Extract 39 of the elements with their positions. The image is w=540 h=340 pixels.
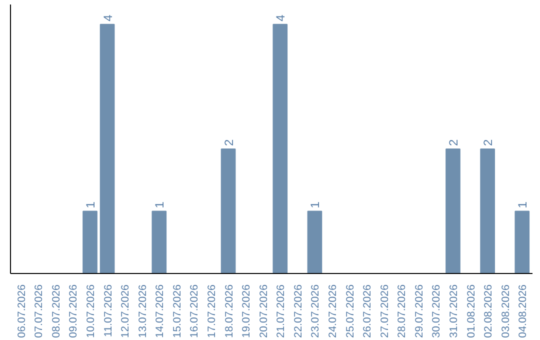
x-tick-label: 04.08.2026 xyxy=(517,284,530,338)
data-label: 4 xyxy=(274,14,288,22)
data-label: 2 xyxy=(481,138,496,146)
x-tick-label: 28.07.2026 xyxy=(396,284,408,338)
x-tick-label: 16.07.2026 xyxy=(188,284,201,338)
x-tick-label: 21.07.2026 xyxy=(275,284,288,338)
x-tick-label: 18.07.2026 xyxy=(223,284,236,338)
x-tick-label: 30.07.2026 xyxy=(430,284,443,338)
x-tick-label: 27.07.2026 xyxy=(378,284,391,338)
data-label: 1 xyxy=(84,201,98,208)
x-tick-label: 29.07.2026 xyxy=(413,284,426,338)
x-tick-label: 20.07.2026 xyxy=(258,284,270,338)
x-tick-label: 23.07.2026 xyxy=(310,284,322,338)
data-label: 1 xyxy=(152,201,167,208)
x-tick-label: 10.07.2026 xyxy=(85,284,98,338)
x-tick-label: 19.07.2026 xyxy=(240,284,253,338)
data-label: 2 xyxy=(446,138,460,146)
x-tick-label: 08.07.2026 xyxy=(50,284,62,338)
x-tick-label: 15.07.2026 xyxy=(171,284,184,338)
data-label: 4 xyxy=(100,14,115,22)
x-tick-label: 17.07.2026 xyxy=(206,284,218,338)
data-label: 1 xyxy=(516,201,530,208)
x-tick-label: 24.07.2026 xyxy=(326,284,339,338)
x-tick-label: 09.07.2026 xyxy=(68,284,80,338)
x-tick-label: 11.07.2026 xyxy=(102,284,114,338)
x-tick-label: 02.08.2026 xyxy=(482,284,495,338)
x-tick-label: 07.07.2026 xyxy=(33,284,46,338)
x-tick-label: 22.07.2026 xyxy=(292,284,304,338)
x-tick-label: 03.08.2026 xyxy=(500,284,512,338)
x-tick-label: 14.07.2026 xyxy=(154,284,166,338)
data-label: 1 xyxy=(308,201,322,208)
x-tick-label: 31.07.2026 xyxy=(448,284,460,338)
x-tick-label: 06.07.2026 xyxy=(16,284,28,338)
x-tick-label: 12.07.2026 xyxy=(120,284,132,338)
x-tick-label: 13.07.2026 xyxy=(136,284,149,338)
x-tick-label: 25.07.2026 xyxy=(344,284,356,338)
x-tick-label: 26.07.2026 xyxy=(362,284,374,338)
data-label: 2 xyxy=(222,138,236,146)
x-tick-label: 01.08.2026 xyxy=(465,284,478,338)
